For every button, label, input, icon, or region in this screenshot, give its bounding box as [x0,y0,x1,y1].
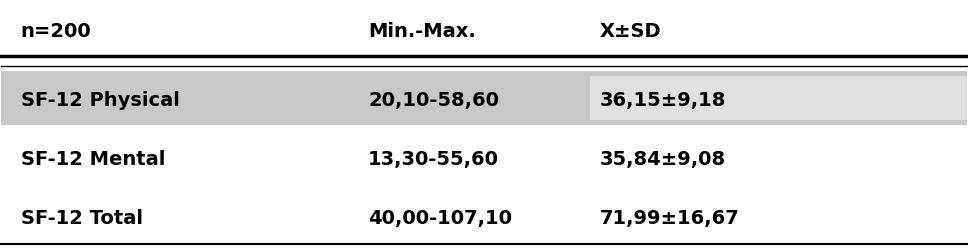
Text: 36,15±9,18: 36,15±9,18 [600,91,726,110]
Text: X±SD: X±SD [600,22,661,40]
Text: 71,99±16,67: 71,99±16,67 [600,210,740,229]
Text: Min.-Max.: Min.-Max. [368,22,476,40]
Text: n=200: n=200 [20,22,91,40]
Text: 13,30-55,60: 13,30-55,60 [368,150,499,169]
Bar [1,70,967,125]
Bar [1,130,967,184]
Text: SF-12 Mental: SF-12 Mental [20,150,166,169]
Text: SF-12 Physical: SF-12 Physical [20,91,180,110]
Text: 40,00-107,10: 40,00-107,10 [368,210,512,229]
Bar [590,76,967,120]
Text: 20,10-58,60: 20,10-58,60 [368,91,499,110]
Bar [1,189,967,244]
Text: 35,84±9,08: 35,84±9,08 [600,150,726,169]
Text: SF-12 Total: SF-12 Total [20,210,142,229]
